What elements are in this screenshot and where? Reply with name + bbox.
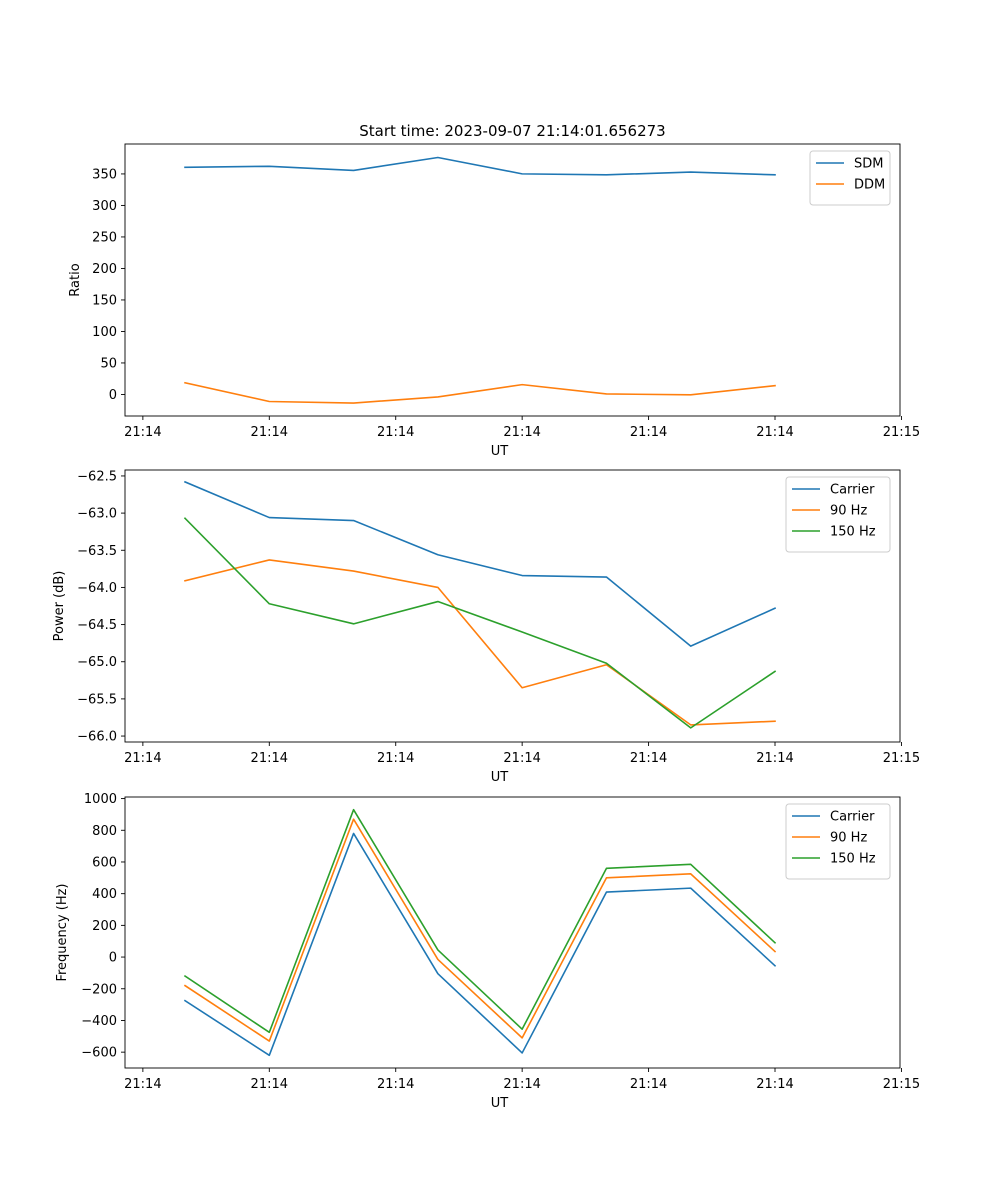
ratio-series-line-sdm xyxy=(184,156,776,176)
power-y-tick-label: −65.0 xyxy=(77,655,117,670)
ratio-x-tick-label: 21:14 xyxy=(124,425,161,440)
power-x-tick-label: 21:14 xyxy=(251,751,288,766)
power-panel: 21:14 21:14 21:14 21:14 21:14 21:14 21:15 −62.5… xyxy=(52,469,920,785)
frequency-x-tick-label: 21:14 xyxy=(630,1077,667,1092)
ratio-y-tick-label: 50 xyxy=(100,356,117,371)
ratio-panel: 21:14 21:14 21:14 21:14 21:14 21:14 21:15 0 50 10… xyxy=(68,143,920,459)
ratio-x-tick-label: 21:14 xyxy=(377,425,414,440)
power-y-tick-label: −62.5 xyxy=(77,469,117,484)
ratio-legend-label-ddm: DDM xyxy=(854,178,885,193)
ratio-x-tick-label: 21:14 xyxy=(251,425,288,440)
power-series-line-90hz xyxy=(184,559,776,726)
ratio-y-tick-label: 350 xyxy=(92,167,117,182)
frequency-series-line-90hz xyxy=(183,818,777,1042)
power-y-tick-label: −64.5 xyxy=(77,618,117,633)
ratio-y-tick-label: 100 xyxy=(92,325,117,340)
power-x-tick-label: 21:14 xyxy=(630,751,667,766)
power-y-tick-label: −63.5 xyxy=(77,544,117,559)
ratio-legend-label-sdm: SDM xyxy=(854,157,883,172)
frequency-legend-label-150hz: 150 Hz xyxy=(830,852,876,867)
power-legend-label-90hz: 90 Hz xyxy=(830,504,867,519)
ratio-y-axis-label: Ratio xyxy=(68,263,83,296)
frequency-y-tick-label: 800 xyxy=(92,824,117,839)
frequency-legend-box xyxy=(785,803,891,880)
power-x-tick-label: 21:14 xyxy=(503,751,540,766)
power-x-tick-label: 21:14 xyxy=(124,751,161,766)
ratio-x-tick-label: 21:14 xyxy=(503,425,540,440)
frequency-x-tick-label: 21:14 xyxy=(251,1077,288,1092)
power-y-axis-label: Power (dB) xyxy=(52,571,67,642)
frequency-x-axis-label: UT xyxy=(491,1096,509,1111)
power-y-tick-label: −64.0 xyxy=(77,581,117,596)
power-y-tick-label: −63.0 xyxy=(77,507,117,522)
frequency-series-line-150hz xyxy=(183,808,777,1034)
frequency-y-tick-label: 600 xyxy=(92,855,117,870)
power-x-axis-label: UT xyxy=(491,770,509,785)
power-y-tick-label: −66.0 xyxy=(77,730,117,745)
frequency-axes-frame xyxy=(124,796,901,1069)
ratio-y-tick-label: 150 xyxy=(92,293,117,308)
frequency-y-tick-label: −600 xyxy=(81,1046,117,1061)
frequency-x-tick-label: 21:15 xyxy=(883,1077,920,1092)
ratio-x-tick-label: 21:14 xyxy=(630,425,667,440)
frequency-x-tick-label: 21:14 xyxy=(756,1077,793,1092)
ratio-x-tick-label: 21:15 xyxy=(883,425,920,440)
power-legend-label-carrier: Carrier xyxy=(830,483,875,498)
frequency-x-tick-label: 21:14 xyxy=(124,1077,161,1092)
power-x-tick-label: 21:14 xyxy=(377,751,414,766)
frequency-legend-label-90hz: 90 Hz xyxy=(830,831,867,846)
frequency-x-tick-label: 21:14 xyxy=(503,1077,540,1092)
ratio-y-tick-label: 200 xyxy=(92,262,117,277)
power-series-line-150hz xyxy=(183,517,777,729)
frequency-y-tick-label: 200 xyxy=(92,919,117,934)
frequency-y-tick-label: 0 xyxy=(109,951,117,966)
power-axes-frame xyxy=(124,469,901,743)
power-series-line-carrier xyxy=(183,480,777,647)
frequency-y-axis-label: Frequency (Hz) xyxy=(55,883,70,981)
frequency-series-line-carrier xyxy=(183,832,777,1057)
ratio-y-tick-label: 300 xyxy=(92,199,117,214)
ratio-x-axis-label: UT xyxy=(491,444,509,459)
frequency-legend-label-carrier: Carrier xyxy=(830,810,875,825)
power-x-tick-label: 21:15 xyxy=(883,751,920,766)
frequency-x-tick-label: 21:14 xyxy=(377,1077,414,1092)
power-legend-label-150hz: 150 Hz xyxy=(830,525,876,540)
frequency-y-tick-label: −200 xyxy=(81,982,117,997)
ratio-axes-frame xyxy=(124,143,901,417)
ratio-legend-box xyxy=(809,150,891,206)
frequency-y-tick-label: 400 xyxy=(92,887,117,902)
frequency-y-tick-label: −400 xyxy=(81,1014,117,1029)
frequency-panel: 21:14 21:14 21:14 21:14 21:14 21:14 21:15 −600 −… xyxy=(55,792,920,1111)
ratio-y-tick-label: 250 xyxy=(92,230,117,245)
figure-title: Start time: 2023-09-07 21:14:01.656273 xyxy=(359,122,665,140)
ratio-series-line-ddm xyxy=(184,381,776,404)
power-y-tick-label: −65.5 xyxy=(77,692,117,707)
ratio-y-tick-label: 0 xyxy=(109,388,117,403)
power-x-tick-label: 21:14 xyxy=(756,751,793,766)
frequency-y-tick-label: 1000 xyxy=(84,792,117,807)
power-legend-box xyxy=(785,476,891,553)
ratio-x-tick-label: 21:14 xyxy=(756,425,793,440)
